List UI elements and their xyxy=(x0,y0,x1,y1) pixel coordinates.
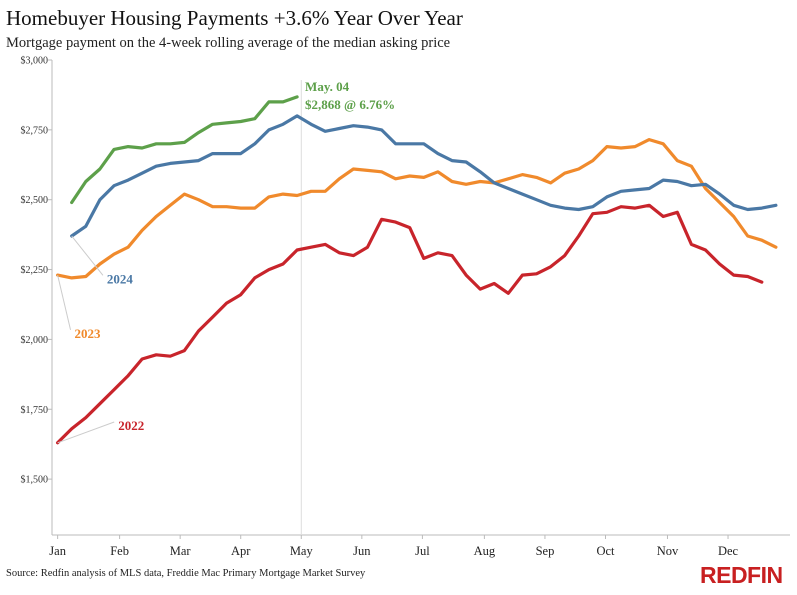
series-label-2023: 2023 xyxy=(75,326,102,341)
x-axis: Jan Feb Mar Apr May Jun Jul Aug Sep Oct Nov Dec xyxy=(49,534,790,558)
series-labels: 2022 2023 2024 May. 04 $2,868 @ 6.76% xyxy=(57,79,395,444)
annotation-date: May. 04 xyxy=(305,79,350,94)
y-tick-label: $2,250 xyxy=(21,265,49,276)
x-tick-label: Sep xyxy=(536,544,555,558)
chart-title: Homebuyer Housing Payments +3.6% Year Ov… xyxy=(6,6,463,30)
x-tick-label: May xyxy=(290,544,314,558)
y-tick-label: $3,000 xyxy=(21,56,49,67)
series-lines xyxy=(55,95,778,445)
series-label-2022: 2022 xyxy=(118,418,144,433)
series-line-2022 xyxy=(55,203,764,445)
x-tick-label: Jul xyxy=(415,544,430,558)
series-line-2023 xyxy=(55,138,778,280)
x-tick-label: Feb xyxy=(110,544,129,558)
chart-subtitle: Mortgage payment on the 4-week rolling a… xyxy=(6,35,451,51)
annotation-value: $2,868 @ 6.76% xyxy=(305,97,395,112)
series-line-2024 xyxy=(70,114,778,238)
leader-line-2024 xyxy=(71,235,104,276)
leader-line-2022 xyxy=(57,421,115,444)
source-note: Source: Redfin analysis of MLS data, Fre… xyxy=(6,568,366,579)
x-tick-label: Oct xyxy=(596,544,615,558)
x-tick-label: Dec xyxy=(718,544,739,558)
brand-logo: REDFIN xyxy=(700,562,783,588)
x-tick-label: Apr xyxy=(231,544,251,558)
y-tick-label: $1,500 xyxy=(21,475,49,486)
y-tick-label: $2,000 xyxy=(21,335,49,346)
y-tick-label: $2,500 xyxy=(21,195,49,206)
y-tick-label: $2,750 xyxy=(21,125,49,136)
x-tick-label: Jan xyxy=(49,544,66,558)
x-tick-label: Aug xyxy=(474,544,496,558)
x-tick-label: Nov xyxy=(657,544,679,558)
y-tick-label: $1,750 xyxy=(21,405,49,416)
x-tick-label: Mar xyxy=(170,544,192,558)
y-axis: $1,500 $1,750 $2,000 $2,250 $2,500 $2,750 $3,0… xyxy=(21,56,53,535)
series-label-2024: 2024 xyxy=(107,271,134,286)
x-tick-label: Jun xyxy=(353,544,371,558)
series-line-2025 xyxy=(70,95,299,205)
leader-line-2023 xyxy=(57,275,72,330)
